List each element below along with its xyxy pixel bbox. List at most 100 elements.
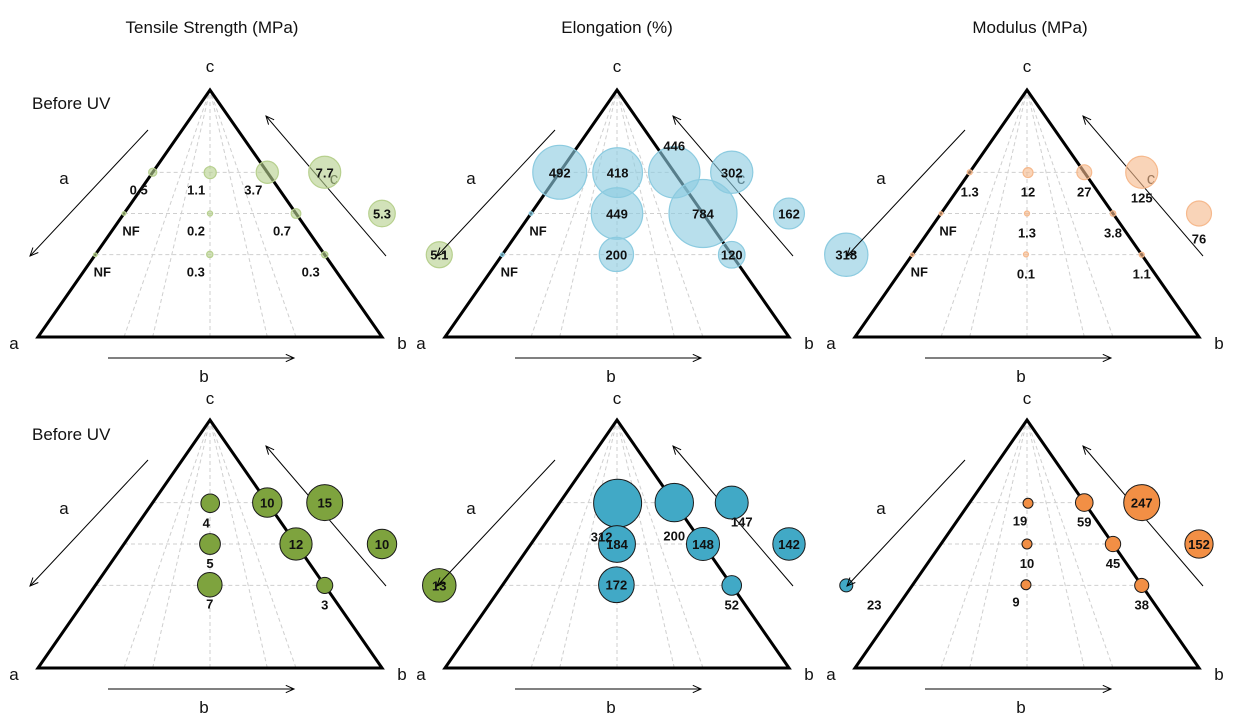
bubble-label: 1.1 [187, 183, 205, 198]
bubble-label: 0.3 [187, 264, 205, 279]
bubble-series [499, 144, 869, 278]
vertex-label-b: b [1214, 665, 1223, 684]
bubble-label: 148 [692, 537, 714, 552]
vertex-label-b: b [804, 665, 813, 684]
bubble [255, 160, 279, 184]
bubble-series [1020, 484, 1214, 593]
bubble-label: 418 [607, 166, 629, 181]
gridline-radial [530, 419, 618, 669]
arrow-head [846, 577, 856, 587]
bubble-label: 200 [606, 247, 628, 262]
bubble-label: 10 [1020, 556, 1034, 571]
bubble [203, 165, 217, 180]
gridline-radial [1026, 89, 1085, 338]
bubble [279, 527, 313, 561]
bubble [710, 150, 754, 194]
bubble [593, 478, 643, 528]
bubble-label: 200 [663, 529, 685, 544]
bubble [306, 484, 344, 522]
bubble-label: 125 [1131, 190, 1153, 205]
axis-label-b: b [606, 698, 615, 717]
arrow-head [436, 577, 446, 587]
gridline-radial [123, 419, 211, 669]
bubble-label: 9 [1012, 595, 1019, 610]
gridline-radial [1026, 89, 1114, 338]
vertex-label-c: c [206, 389, 215, 408]
row-label-top: Before UV [32, 94, 111, 113]
bubble-label: 162 [778, 207, 800, 222]
bubble [366, 528, 398, 560]
ternary-panels: cabbac0.51.13.77.7NF0.20.75.3NF0.30.35.1… [9, 57, 1223, 717]
arrow-head [285, 353, 296, 363]
vertex-label-a: a [9, 665, 19, 684]
bubble [316, 576, 334, 594]
bubble-label: 12 [1021, 185, 1035, 200]
bubble [938, 211, 944, 216]
bubble-label: NF [122, 224, 139, 239]
vertex-label-a: a [416, 334, 426, 353]
bubble-label: 7 [206, 597, 213, 612]
bubble [714, 485, 749, 520]
bubble [1074, 493, 1094, 512]
bubble-series [196, 484, 457, 603]
ternary-elongation-before: cabbac492418446302NF449784162NF200120318 [416, 57, 869, 386]
vertex-label-b: b [804, 334, 813, 353]
bubble-labels: 19592471045152938214 [1012, 496, 1209, 613]
gridline-radial [616, 419, 675, 669]
bubble-labels: 4 10 15 5 12 10 7 3 13 [203, 496, 447, 613]
bubble-label: 27 [1077, 184, 1091, 199]
bubble-label: 12 [289, 537, 303, 552]
bubble-label: 0.2 [187, 224, 205, 239]
axis-label-b: b [1016, 698, 1025, 717]
bubble-label: 10 [375, 537, 389, 552]
bubble-label: 312 [591, 529, 613, 544]
arrow-a [436, 129, 556, 257]
vertex-label-a: a [9, 334, 19, 353]
bubble-label: 4 [203, 515, 211, 530]
arrow-head [1102, 684, 1113, 694]
arrow-head [265, 115, 275, 125]
bubble-label: 302 [721, 165, 743, 180]
bubble [499, 252, 505, 258]
bubble [199, 533, 221, 555]
arrow-head [265, 445, 275, 455]
bubble [1022, 251, 1030, 258]
axis-label-a: a [59, 499, 69, 518]
arrow-b [925, 684, 1113, 694]
bubble [685, 526, 721, 562]
axis-label-b: b [606, 367, 615, 386]
gridline-radial [616, 89, 704, 338]
arrow-a [29, 129, 149, 257]
bubble-label: 0.3 [302, 265, 320, 280]
bubble-label: 784 [692, 207, 714, 222]
gridline-radial [940, 89, 1028, 338]
gridline-radial [1026, 419, 1085, 669]
axis-label-a: a [466, 499, 476, 518]
bubble [206, 210, 214, 217]
arrow-b [515, 353, 703, 363]
vertex-label-c: c [206, 57, 215, 76]
gridline-radial [559, 89, 618, 338]
arrow-shaft [29, 459, 149, 587]
bubble-label: 0.5 [130, 182, 148, 197]
vertex-label-c: c [1023, 389, 1032, 408]
gridline-radial [209, 419, 268, 669]
arrow-b [108, 353, 296, 363]
arrow-shaft [436, 129, 556, 257]
bubble-label: 446 [663, 138, 685, 153]
arrow-head [1102, 353, 1113, 363]
vertex-label-a: a [826, 665, 836, 684]
bubble-label: 492 [549, 165, 571, 180]
arrow-head [1082, 115, 1092, 125]
bubble [839, 578, 854, 593]
gridline-radial [969, 89, 1028, 338]
bubble [196, 571, 223, 598]
bubble [1020, 579, 1032, 591]
vertex-label-b: b [397, 665, 406, 684]
ternary-modulus-after: cabbac19592471045152938214 [826, 389, 1223, 717]
arrow-head [672, 445, 682, 455]
arrow-b [515, 684, 703, 694]
bubble-series [909, 155, 1213, 258]
